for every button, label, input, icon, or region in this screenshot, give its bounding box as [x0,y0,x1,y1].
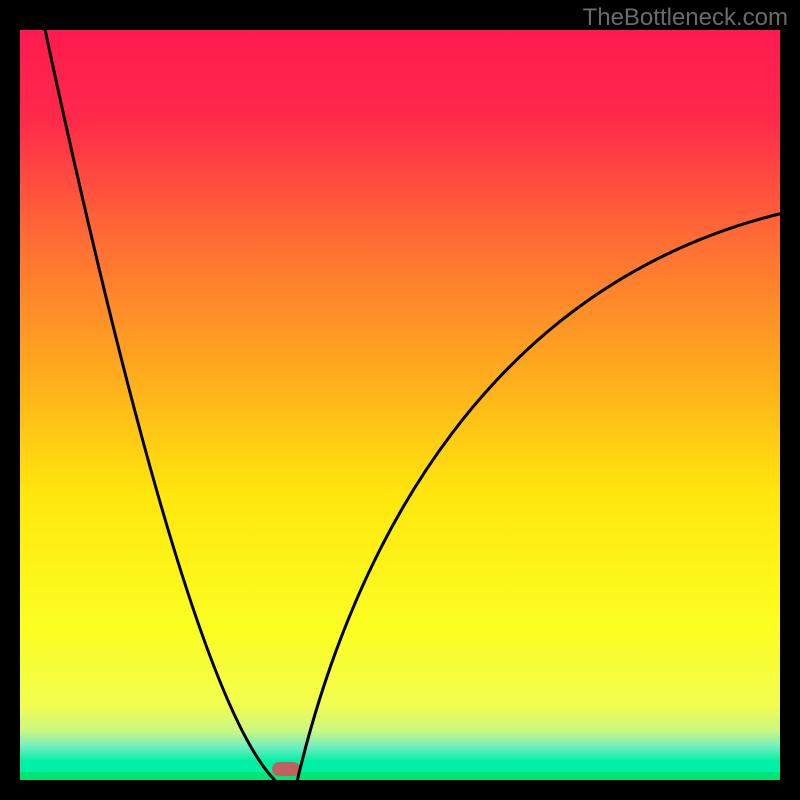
watermark-text: TheBottleneck.com [583,4,788,32]
chart-stage: TheBottleneck.com [0,0,800,800]
chart-border [0,0,800,800]
